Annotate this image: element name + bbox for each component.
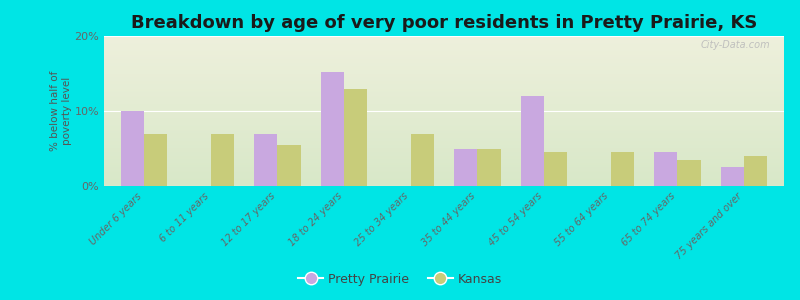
Bar	[654, 152, 678, 186]
Title: Breakdown by age of very poor residents in Pretty Prairie, KS: Breakdown by age of very poor residents …	[131, 14, 757, 32]
Text: City-Data.com: City-Data.com	[701, 40, 770, 50]
Bar	[610, 152, 634, 186]
Bar	[344, 88, 367, 186]
Bar	[744, 156, 767, 186]
Bar	[544, 152, 567, 186]
Bar	[454, 148, 478, 186]
Bar	[410, 134, 434, 186]
Y-axis label: % below half of
poverty level: % below half of poverty level	[50, 71, 72, 151]
Bar	[144, 134, 167, 186]
Bar	[521, 96, 544, 186]
Bar	[721, 167, 744, 186]
Bar	[478, 148, 501, 186]
Bar	[210, 134, 234, 186]
Bar	[254, 134, 278, 186]
Bar	[678, 160, 701, 186]
Bar	[278, 145, 301, 186]
Legend: Pretty Prairie, Kansas: Pretty Prairie, Kansas	[293, 268, 507, 291]
Bar	[121, 111, 144, 186]
Bar	[321, 72, 344, 186]
